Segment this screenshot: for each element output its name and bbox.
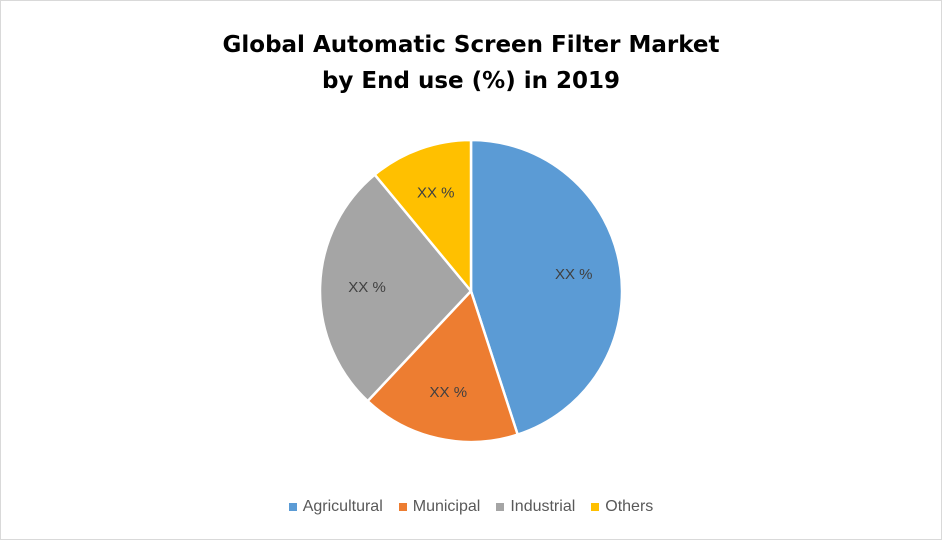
- legend-label-municipal: Municipal: [412, 498, 481, 515]
- chart-title: Global Automatic Screen Filter Market by…: [1, 27, 941, 99]
- legend-label-others: Others: [605, 498, 654, 515]
- legend-swatch-industrial: [496, 503, 505, 511]
- legend-item-agricultural: Agricultural: [288, 498, 383, 516]
- legend-swatch-agricultural: [288, 503, 297, 511]
- pie-slice-industrial: [318, 173, 473, 403]
- legend-item-municipal: Municipal: [398, 498, 481, 516]
- data-label-municipal: XX %: [430, 384, 468, 401]
- legend: Agricultural Municipal Industrial Others: [1, 498, 941, 516]
- data-label-agricultural: XX %: [555, 266, 593, 283]
- pie-slice-agricultural: [469, 138, 624, 436]
- legend-label-industrial: Industrial: [510, 498, 576, 515]
- legend-item-others: Others: [591, 498, 653, 516]
- pie-slice-municipal: [366, 289, 519, 444]
- data-label-industrial: XX %: [348, 279, 386, 296]
- chart-title-line-2: by End use (%) in 2019: [321, 68, 621, 94]
- legend-label-agricultural: Agricultural: [302, 498, 383, 515]
- pie-slice-others: [373, 138, 473, 293]
- legend-item-industrial: Industrial: [496, 498, 575, 516]
- legend-swatch-others: [591, 503, 600, 511]
- chart-title-line-1: Global Automatic Screen Filter Market: [222, 32, 720, 58]
- legend-swatch-municipal: [398, 503, 407, 511]
- data-label-others: XX %: [417, 185, 455, 202]
